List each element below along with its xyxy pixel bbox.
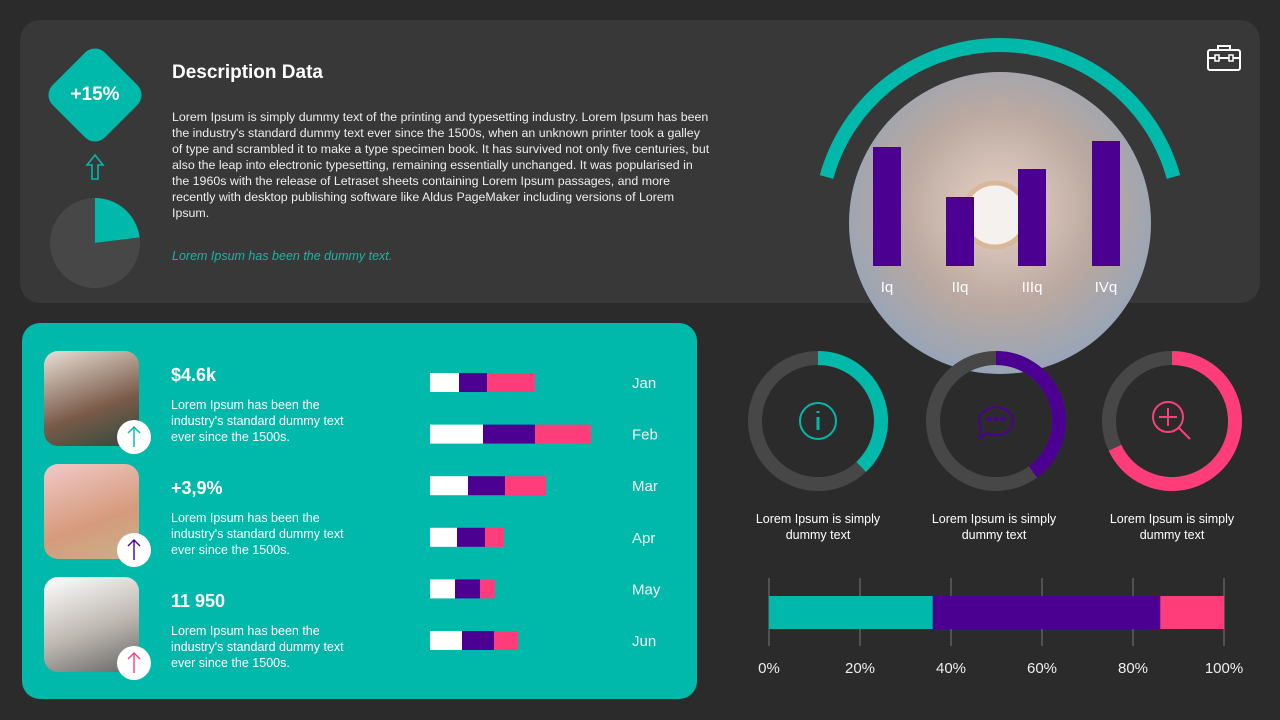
- decorative-arc: [819, 38, 1181, 179]
- info-icon: [799, 402, 837, 440]
- month-label: May: [632, 581, 661, 598]
- donut-charts: [748, 351, 1242, 491]
- stacked-bar-segment: [430, 527, 457, 547]
- stacked-bar-segment: [430, 476, 468, 496]
- info-circle: [799, 402, 837, 440]
- stacked-bar-segment: [485, 527, 504, 547]
- arrow-up-icon: [127, 539, 141, 560]
- donut-value-arc: [995, 351, 1066, 478]
- stacked-bar-segment: [430, 631, 462, 650]
- tick-label: 40%: [936, 660, 966, 677]
- tick-label: 20%: [845, 660, 875, 677]
- trend-badge: [117, 420, 151, 454]
- stacked-bar-segment: [430, 373, 459, 392]
- column-bar: [873, 147, 901, 266]
- column-label: Iq: [881, 279, 894, 296]
- person-description: Lorem Ipsum has been the industry's stan…: [171, 398, 344, 444]
- stacked-bar-segment: [483, 424, 535, 444]
- percent-bar-chart: 0% 20% 40% 60% 80% 100%: [758, 578, 1243, 677]
- donut-caption: Lorem Ipsum is simply dummy text: [755, 512, 881, 542]
- percent-bar-segment: [932, 596, 1161, 629]
- chat-bubble: [977, 406, 1014, 441]
- chat-dot: [986, 416, 992, 422]
- tick-label: 80%: [1118, 660, 1148, 677]
- pie-chart: [50, 198, 141, 288]
- person-metric: $4.6k: [171, 365, 217, 385]
- donut-caption: Lorem Ipsum is simply dummy text: [1109, 512, 1235, 542]
- page-title: Description Data: [172, 62, 323, 83]
- donut-caption: Lorem Ipsum is simply dummy text: [931, 512, 1057, 542]
- stacked-bar-segment: [430, 424, 483, 444]
- column-label: IIq: [952, 279, 969, 296]
- description-note: Lorem Ipsum has been the dummy text.: [172, 249, 393, 263]
- column-label: IIIq: [1022, 279, 1043, 296]
- zoom-in-icon: [1152, 401, 1191, 440]
- month-label: Apr: [632, 530, 655, 547]
- stacked-bar-segment: [457, 527, 485, 547]
- chat-dot: [1000, 416, 1006, 422]
- stacked-bar-segment: [430, 579, 455, 599]
- trend-badge: [117, 646, 151, 680]
- trend-badge: [117, 533, 151, 567]
- growth-value: +15%: [70, 84, 120, 105]
- stacked-bar-segment: [459, 373, 487, 392]
- description-text: Lorem Ipsum is simply dummy text of the …: [172, 110, 710, 220]
- pie-slice: [50, 198, 141, 288]
- stacked-bar-segment: [535, 424, 591, 444]
- pie-slice: [95, 198, 140, 243]
- arrow-up-icon: [127, 426, 141, 447]
- chat-icon: [977, 406, 1014, 441]
- donut-value-arc: [817, 351, 888, 473]
- magnifier-plus: [1159, 408, 1191, 440]
- arrow-up-icon: [127, 652, 141, 673]
- tick-label: 0%: [758, 660, 780, 677]
- monthly-stacked-bars: Jan Feb Mar Apr May Jun: [430, 373, 661, 650]
- person-description: Lorem Ipsum has been the industry's stan…: [171, 511, 344, 557]
- person-description: Lorem Ipsum has been the industry's stan…: [171, 624, 344, 670]
- tick-label: 100%: [1205, 660, 1243, 677]
- column-label: IVq: [1095, 279, 1118, 296]
- donut-value-arc: [1108, 351, 1242, 491]
- month-label: Feb: [632, 427, 658, 444]
- column-bar: [1018, 169, 1046, 266]
- chat-dot: [993, 416, 999, 422]
- stacked-bar-segment: [468, 476, 505, 496]
- stacked-bar-segment: [480, 579, 495, 599]
- column-bar: [946, 197, 974, 266]
- arrow-up-icon: [85, 153, 105, 180]
- briefcase-icon[interactable]: [1206, 42, 1242, 72]
- month-label: Jan: [632, 375, 656, 392]
- stacked-bar-segment: [505, 476, 546, 496]
- stacked-bar-segment: [494, 631, 518, 650]
- percent-bar-segment: [769, 596, 933, 629]
- person-metric: 11 950: [171, 591, 226, 611]
- stacked-bar-segment: [462, 631, 494, 650]
- tick-label: 60%: [1027, 660, 1057, 677]
- month-label: Jun: [632, 633, 656, 650]
- month-label: Mar: [632, 478, 658, 495]
- stacked-bar-segment: [455, 579, 480, 599]
- magnifier-lens: [1152, 401, 1184, 433]
- quarterly-chart: Iq IIq IIIq IVq: [819, 38, 1181, 374]
- column-bar: [1092, 141, 1120, 266]
- stacked-bar-segment: [487, 373, 535, 392]
- percent-bar-segment: [1160, 596, 1224, 629]
- person-metric: +3,9%: [171, 478, 223, 498]
